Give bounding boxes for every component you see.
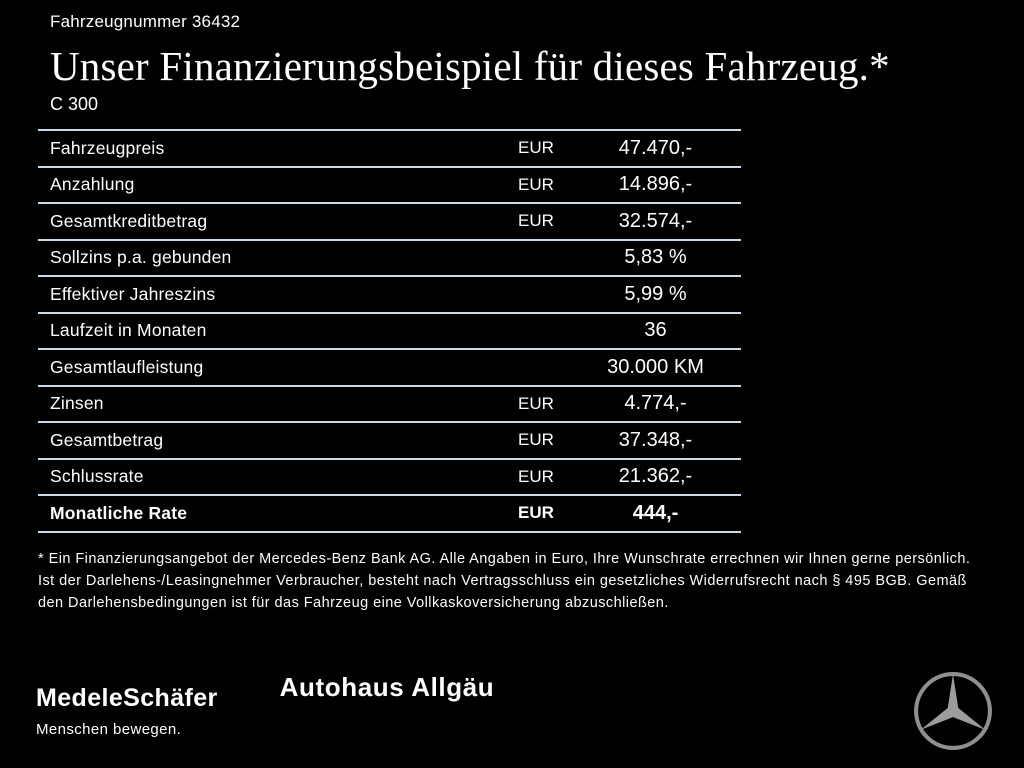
row-label: Fahrzeugpreis [50,137,165,158]
table-row: Zinsen EUR 4.774,- [38,387,741,423]
row-currency: EUR [518,211,554,231]
row-value: 36 [644,319,667,342]
row-label: Gesamtlaufleistung [50,356,204,377]
table-row: Gesamtlaufleistung 30.000 KM [38,350,741,387]
table-row: Schlussrate EUR 21.362,- [38,460,741,496]
dealer-name: MedeleSchäfer [36,684,218,712]
row-label: Gesamtbetrag [50,429,164,450]
table-row: Fahrzeugpreis EUR 47.470,- [38,131,741,168]
table-row: Sollzins p.a. gebunden 5,83 % [38,241,741,277]
row-value: 32.574,- [618,209,693,232]
row-label: Zinsen [50,393,104,414]
row-label: Gesamtkreditbetrag [50,210,208,231]
row-value: 444,- [632,501,679,524]
row-currency: EUR [518,138,554,158]
header: Fahrzeugnummer 36432 Unser Finanzierungs… [0,0,1024,115]
footer: MedeleSchäfer Menschen bewegen. Autohaus… [36,668,994,754]
table-row: Gesamtbetrag EUR 37.348,- [38,423,741,460]
dealer-tagline: Menschen bewegen. [36,721,182,738]
row-currency: EUR [518,393,554,413]
row-value: 5,83 % [624,246,687,269]
row-currency: EUR [518,174,554,194]
page-title: Unser Finanzierungsbeispiel für dieses F… [50,43,890,89]
row-value: 37.348,- [618,428,693,451]
row-label: Sollzins p.a. gebunden [50,247,232,268]
row-value: 5,99 % [624,282,687,305]
row-label: Monatliche Rate [50,502,188,523]
row-label: Laufzeit in Monaten [50,320,207,341]
row-label: Schlussrate [50,466,144,487]
row-value: 47.470,- [618,136,693,159]
finance-table: Fahrzeugpreis EUR 47.470,- Anzahlung EUR… [38,129,741,533]
row-currency: EUR [518,503,554,523]
row-currency: EUR [518,466,554,486]
dealer-logo-medeleschaefer: MedeleSchäfer Menschen bewegen. [36,684,218,738]
footnote: * Ein Finanzierungsangebot der Mercedes-… [38,550,971,612]
row-label: Effektiver Jahreszins [50,283,216,304]
row-value: 21.362,- [618,465,693,488]
row-label: Anzahlung [50,174,135,195]
row-value: 4.774,- [624,392,687,415]
vehicle-model: C 300 [50,94,99,114]
mercedes-star-icon [914,672,992,750]
row-value: 14.896,- [618,173,693,196]
row-value: 30.000 KM [607,355,704,378]
table-row: Gesamtkreditbetrag EUR 32.574,- [38,204,741,241]
table-row: Effektiver Jahreszins 5,99 % [38,277,741,314]
dealer-logo-autohaus-allgaeu: Autohaus Allgäu [279,672,495,702]
vehicle-number: Fahrzeugnummer 36432 [50,12,241,31]
table-row: Anzahlung EUR 14.896,- [38,168,741,204]
table-row: Laufzeit in Monaten 36 [38,314,741,350]
row-currency: EUR [518,430,554,450]
table-row-monthly-rate: Monatliche Rate EUR 444,- [38,496,741,533]
